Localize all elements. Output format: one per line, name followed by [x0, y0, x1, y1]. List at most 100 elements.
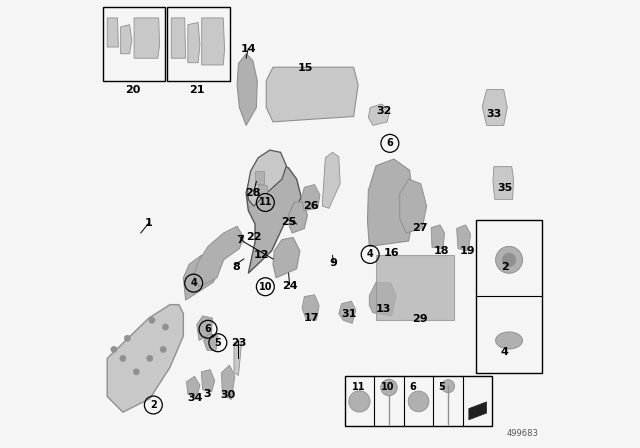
- Polygon shape: [186, 376, 200, 398]
- Text: 3: 3: [203, 389, 211, 399]
- Polygon shape: [196, 316, 212, 340]
- Polygon shape: [107, 18, 118, 47]
- Text: 2: 2: [500, 262, 508, 271]
- Text: 14: 14: [241, 44, 256, 54]
- Circle shape: [111, 346, 117, 353]
- Text: 11: 11: [259, 198, 272, 207]
- Text: 16: 16: [384, 248, 399, 258]
- Text: 2: 2: [150, 400, 157, 410]
- Text: 22: 22: [246, 233, 262, 242]
- Circle shape: [381, 379, 397, 396]
- Bar: [167, 7, 230, 81]
- Polygon shape: [482, 90, 508, 125]
- Text: 29: 29: [413, 314, 428, 324]
- Text: 499683: 499683: [507, 429, 539, 438]
- Text: 20: 20: [125, 85, 141, 95]
- Polygon shape: [301, 185, 320, 211]
- Polygon shape: [202, 18, 225, 65]
- Text: 25: 25: [281, 217, 296, 227]
- Polygon shape: [172, 18, 186, 58]
- Polygon shape: [266, 67, 358, 122]
- Polygon shape: [183, 255, 221, 300]
- Text: 32: 32: [376, 106, 391, 116]
- Text: 13: 13: [376, 304, 391, 314]
- Text: 8: 8: [232, 262, 239, 271]
- Polygon shape: [246, 161, 301, 273]
- Polygon shape: [469, 402, 486, 420]
- Circle shape: [349, 391, 370, 412]
- Text: 6: 6: [205, 324, 211, 334]
- Circle shape: [133, 369, 140, 375]
- Text: 5: 5: [438, 382, 445, 392]
- Polygon shape: [323, 152, 340, 208]
- Text: 12: 12: [254, 250, 269, 260]
- Text: 23: 23: [231, 338, 246, 348]
- Text: 17: 17: [304, 313, 320, 323]
- Circle shape: [149, 317, 155, 323]
- Polygon shape: [188, 22, 200, 63]
- Text: 9: 9: [330, 258, 337, 268]
- Text: 31: 31: [341, 310, 357, 319]
- Text: 26: 26: [303, 201, 319, 211]
- Polygon shape: [194, 226, 244, 287]
- Bar: [255, 171, 264, 184]
- Text: 19: 19: [460, 246, 476, 256]
- Text: 27: 27: [412, 224, 428, 233]
- Polygon shape: [369, 104, 389, 125]
- Text: 4: 4: [500, 347, 509, 357]
- Text: 34: 34: [188, 393, 204, 403]
- Polygon shape: [431, 225, 445, 249]
- Circle shape: [160, 346, 166, 353]
- Text: 35: 35: [497, 183, 512, 193]
- Text: 1: 1: [145, 218, 152, 228]
- Bar: [258, 185, 267, 197]
- Polygon shape: [376, 255, 454, 320]
- Text: 7: 7: [236, 235, 244, 245]
- Polygon shape: [134, 18, 159, 58]
- Polygon shape: [237, 54, 257, 125]
- Circle shape: [124, 335, 131, 341]
- Text: 5: 5: [214, 338, 221, 348]
- Text: 21: 21: [189, 85, 205, 95]
- Polygon shape: [400, 179, 427, 233]
- Text: 4: 4: [367, 250, 374, 259]
- Text: 6: 6: [410, 382, 417, 392]
- Polygon shape: [120, 25, 132, 54]
- Text: 4: 4: [190, 278, 197, 288]
- Polygon shape: [493, 167, 513, 199]
- Circle shape: [408, 391, 429, 412]
- Polygon shape: [289, 202, 307, 233]
- Text: 30: 30: [221, 390, 236, 400]
- Polygon shape: [457, 225, 470, 251]
- Ellipse shape: [495, 332, 522, 349]
- Polygon shape: [221, 365, 235, 400]
- Circle shape: [120, 355, 126, 362]
- Text: 11: 11: [352, 382, 365, 392]
- Polygon shape: [369, 282, 396, 316]
- Text: 24: 24: [282, 281, 298, 291]
- Bar: [344, 376, 493, 426]
- Text: 18: 18: [433, 246, 449, 256]
- Text: 33: 33: [486, 109, 502, 119]
- Bar: [476, 220, 541, 373]
- Polygon shape: [234, 340, 241, 375]
- Text: 15: 15: [298, 63, 314, 73]
- Circle shape: [147, 355, 153, 362]
- Polygon shape: [107, 305, 183, 412]
- Circle shape: [495, 246, 522, 273]
- Polygon shape: [201, 370, 214, 392]
- Text: 6: 6: [387, 138, 393, 148]
- Text: 10: 10: [381, 382, 394, 392]
- Text: 10: 10: [259, 282, 272, 292]
- Polygon shape: [248, 150, 287, 206]
- Polygon shape: [367, 159, 414, 246]
- Bar: [103, 7, 165, 81]
- Polygon shape: [302, 295, 319, 320]
- Circle shape: [442, 379, 454, 393]
- Circle shape: [502, 253, 516, 267]
- Polygon shape: [273, 237, 300, 278]
- Circle shape: [163, 324, 168, 330]
- Text: 28: 28: [245, 188, 260, 198]
- Polygon shape: [339, 301, 356, 323]
- Polygon shape: [204, 334, 218, 350]
